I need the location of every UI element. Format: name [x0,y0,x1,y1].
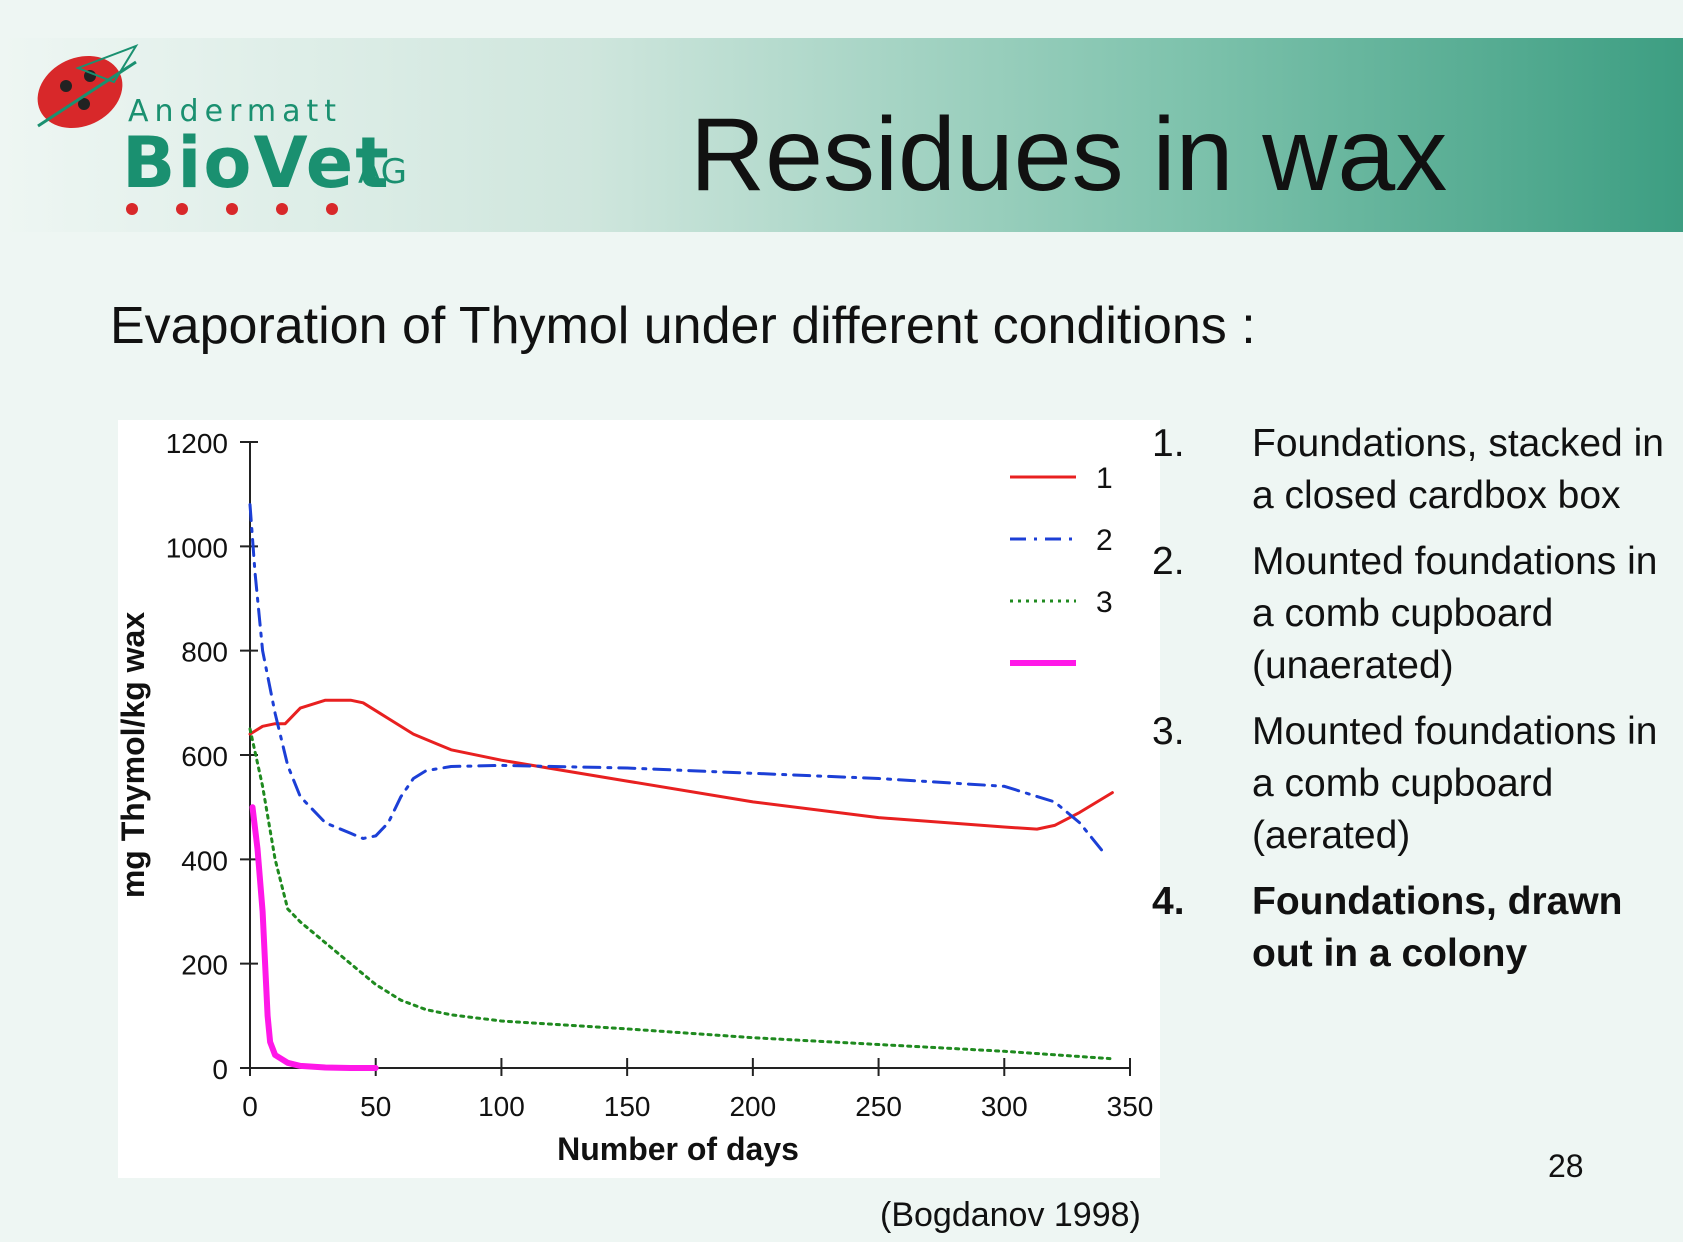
y-tick-label: 0 [212,1054,228,1085]
x-tick-label: 200 [729,1091,776,1122]
condition-list: 1. Foundations, stacked in a closed cardb… [1152,418,1672,994]
y-tick-label: 1000 [166,532,228,563]
condition-text: Mounted foundations in a comb cupboard (… [1252,710,1658,857]
legend-label-3: 3 [1096,586,1113,619]
condition-number: 3. [1152,710,1185,753]
x-tick-label: 50 [360,1091,391,1122]
x-tick-label: 250 [855,1091,902,1122]
y-tick-label: 400 [181,845,228,876]
y-tick-label: 600 [181,741,228,772]
condition-text: Mounted foundations in a comb cupboard (… [1252,540,1658,687]
condition-number: 1. [1152,422,1185,465]
y-tick-label: 800 [181,637,228,668]
ladybug-icon [37,44,139,128]
logo-ag: AG [358,152,408,192]
thymol-chart: 0 200 400 600 800 1000 1200 0 50 100 150 200 250 300 3… [118,428,1154,1167]
condition-item-1: 1. Foundations, stacked in a closed cardb… [1152,418,1672,522]
condition-item-4: 4. Foundations, drawn out in a colony [1152,876,1672,980]
series-1-line [248,698,1114,831]
x-tick-label: 100 [478,1091,525,1122]
y-tick-label: 200 [181,950,228,981]
condition-text: Foundations, stacked in a closed cardbox… [1252,422,1664,517]
y-axis-label: mg Thymol/kg wax [118,612,151,898]
condition-item-2: 2. Mounted foundations in a comb cupboard… [1152,536,1672,692]
condition-item-3: 3. Mounted foundations in a comb cupboard… [1152,706,1672,862]
page-title: Residues in wax [690,97,1448,213]
logo-dots [126,202,376,220]
source-citation: (Bogdanov 1998) [880,1196,1141,1234]
y-tick-label: 1200 [166,428,228,459]
page-number: 28 [1548,1148,1584,1184]
x-tick-label: 0 [242,1091,258,1122]
series-2-line [248,503,1107,856]
header-banner [0,38,1683,232]
condition-number: 2. [1152,540,1185,583]
legend-label-1: 1 [1096,462,1113,495]
series-4-line [249,804,379,1071]
condition-number: 4. [1152,880,1185,923]
x-tick-label: 300 [981,1091,1028,1122]
x-axis-label: Number of days [557,1131,799,1167]
condition-text: Foundations, drawn out in a colony [1252,880,1623,975]
chart-panel: 0 200 400 600 800 1000 1200 0 50 100 150 200 250 300 3… [118,420,1160,1178]
x-tick-label: 150 [604,1091,651,1122]
series-3-line [248,727,1112,1061]
slide-subtitle: Evaporation of Thymol under different co… [110,297,1256,355]
company-logo: Andermatt BioVet AG [18,38,407,228]
legend-label-2: 2 [1096,524,1113,557]
logo-biovet: BioVet [122,122,391,204]
x-tick-label: 350 [1107,1091,1154,1122]
logo-andermatt: Andermatt [128,94,342,129]
